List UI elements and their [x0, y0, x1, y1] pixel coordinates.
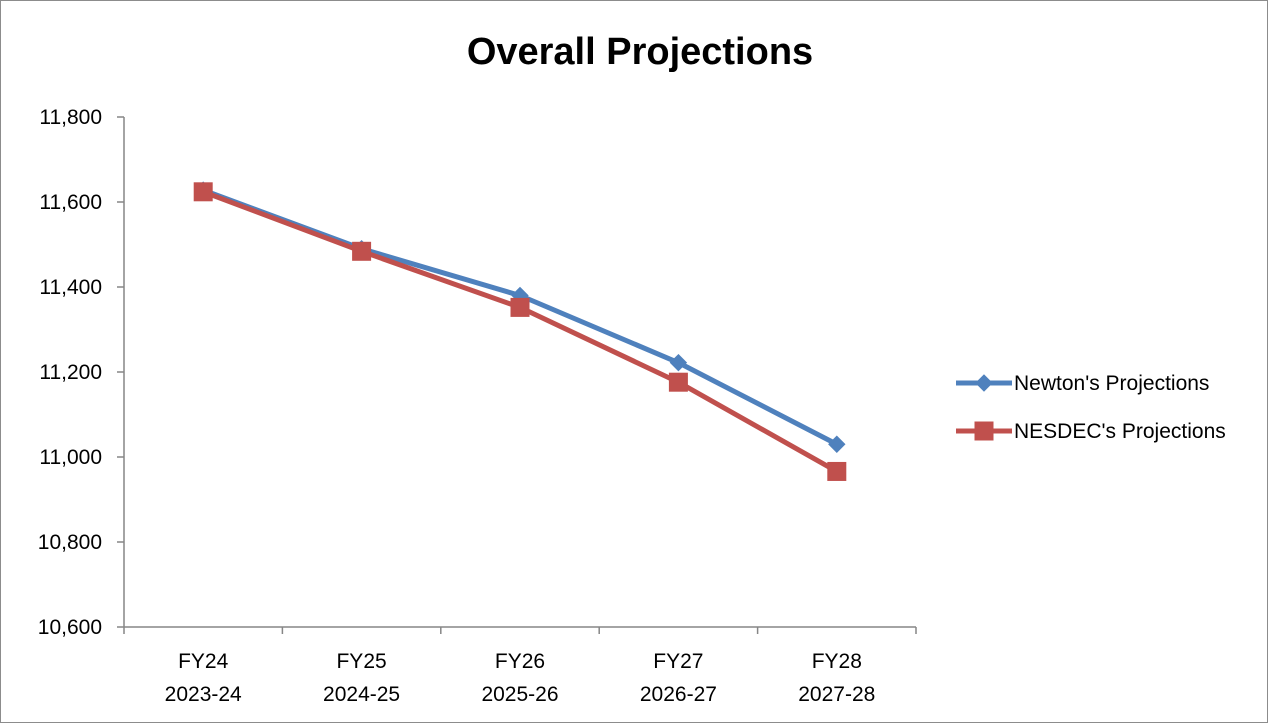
- data-point: [828, 435, 846, 453]
- y-tick-label: 10,600: [38, 616, 102, 639]
- y-tick-label: 11,400: [39, 276, 102, 299]
- y-tick-label: 11,800: [39, 106, 102, 129]
- y-tick-label: 11,000: [39, 446, 102, 469]
- data-point: [193, 182, 213, 202]
- data-point: [510, 297, 530, 317]
- data-point: [352, 241, 372, 261]
- x-tick-label: 2026-27: [640, 683, 717, 706]
- data-point: [827, 461, 847, 481]
- legend-marker: [974, 421, 994, 441]
- series-1: [194, 181, 846, 453]
- legend-label: Newton's Projections: [1014, 372, 1209, 395]
- y-tick-label: 10,800: [38, 531, 102, 554]
- x-tick-label: FY26: [495, 650, 545, 673]
- legend-item: Newton's Projections: [956, 372, 1209, 395]
- x-tick-label: 2023-24: [165, 683, 242, 706]
- x-tick-label: 2024-25: [323, 683, 400, 706]
- x-tick-label: FY27: [653, 650, 703, 673]
- x-tick-label: 2025-26: [481, 683, 558, 706]
- x-tick-label: 2027-28: [798, 683, 875, 706]
- y-tick-label: 11,600: [39, 191, 102, 214]
- x-tick-label: FY24: [178, 650, 229, 673]
- x-tick-label: FY28: [812, 650, 862, 673]
- data-point: [668, 372, 688, 392]
- legend-label: NESDEC's Projections: [1014, 420, 1226, 443]
- legend-marker: [975, 374, 993, 392]
- series-2: [193, 182, 847, 481]
- legend-item: NESDEC's Projections: [956, 420, 1226, 443]
- x-tick-label: FY25: [336, 650, 386, 673]
- series-line: [202, 189, 839, 474]
- y-tick-label: 11,200: [39, 361, 102, 384]
- data-point: [669, 353, 688, 372]
- chart-title: Overall Projections: [466, 31, 814, 73]
